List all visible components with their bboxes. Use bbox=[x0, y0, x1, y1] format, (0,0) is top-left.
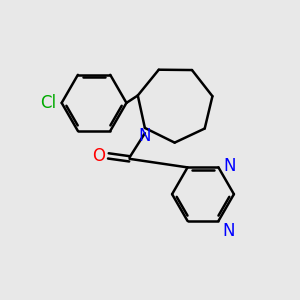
Text: N: N bbox=[139, 127, 151, 145]
Text: Cl: Cl bbox=[40, 94, 56, 112]
Text: N: N bbox=[222, 222, 235, 240]
Text: O: O bbox=[92, 147, 105, 165]
Text: N: N bbox=[223, 157, 236, 175]
